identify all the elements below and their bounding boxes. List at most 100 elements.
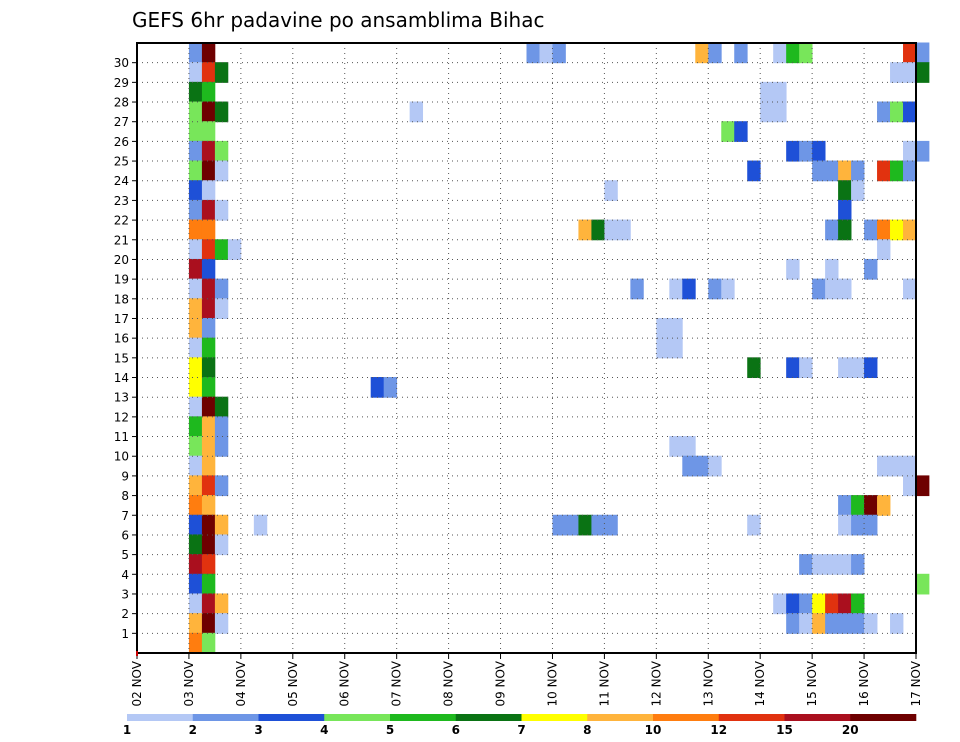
heatmap-cell: [214, 278, 229, 300]
colorbar-tick-label: 8: [583, 723, 591, 737]
heatmap-cell: [825, 554, 839, 575]
heatmap-cell: [201, 573, 216, 595]
heatmap-cell: [201, 101, 216, 123]
heatmap-cell: [188, 160, 203, 182]
heatmap-cell: [747, 160, 761, 182]
heatmap-cell: [682, 455, 696, 477]
heatmap-cell: [838, 357, 852, 379]
x-tick-label: 02 NOV: [130, 660, 144, 706]
heatmap-cell: [812, 554, 826, 575]
heatmap-cell: [838, 613, 852, 634]
heatmap-cell: [838, 514, 852, 536]
heatmap-cell: [201, 514, 216, 536]
heatmap-cell: [812, 593, 826, 615]
heatmap-cell: [760, 81, 774, 103]
heatmap-cell: [188, 495, 203, 516]
y-tick-label: 6: [121, 528, 129, 542]
heatmap-cell: [201, 396, 216, 418]
heatmap-cell: [214, 436, 229, 457]
heatmap-cell: [812, 160, 826, 182]
heatmap-cell: [695, 42, 709, 64]
colorbar-segment: [521, 714, 588, 721]
heatmap-cell: [851, 495, 865, 516]
heatmap-cell: [864, 613, 878, 634]
colorbar-segment: [192, 714, 259, 721]
heatmap-cell: [188, 317, 203, 339]
heatmap-cell: [799, 42, 813, 64]
colorbar-segment: [258, 714, 325, 721]
heatmap-cell: [214, 514, 229, 536]
heatmap-cell: [890, 613, 904, 634]
colorbar-segment: [784, 714, 851, 721]
heatmap-cell: [890, 160, 904, 182]
heatmap-cell: [201, 180, 216, 201]
heatmap-cell: [201, 416, 216, 438]
heatmap-cells: [188, 42, 930, 654]
colorbar-tick-label: 5: [386, 723, 394, 737]
heatmap-cell: [565, 514, 579, 536]
heatmap-cell: [864, 357, 878, 379]
heatmap-cell: [526, 42, 540, 64]
heatmap-cell: [851, 593, 865, 615]
heatmap-cell: [188, 554, 203, 575]
heatmap-cell: [214, 140, 229, 162]
x-tick-label: 08 NOV: [442, 660, 456, 706]
heatmap-cell: [188, 455, 203, 477]
y-tick-label: 22: [114, 214, 129, 228]
heatmap-cell: [708, 42, 722, 64]
heatmap-cell: [201, 219, 216, 241]
heatmap-cell: [851, 554, 865, 575]
heatmap-cell: [630, 278, 644, 300]
heatmap-cell: [799, 357, 813, 379]
heatmap-cell: [864, 258, 878, 280]
heatmap-cell: [552, 514, 566, 536]
heatmap-cell: [851, 357, 865, 379]
heatmap-cell: [773, 101, 787, 123]
colorbar: 1 2 3 4 5 6 7 8 10 12 15 20: [123, 714, 917, 737]
y-tick-label: 18: [114, 292, 129, 306]
y-tick-label: 24: [114, 174, 129, 188]
heatmap-cell: [877, 455, 891, 477]
heatmap-cell: [786, 613, 800, 634]
heatmap-cell: [890, 219, 904, 241]
heatmap-cell: [201, 258, 216, 280]
heatmap-cell: [851, 613, 865, 634]
y-tick-label: 4: [121, 568, 129, 582]
heatmap-cell: [253, 514, 268, 536]
heatmap-cell: [604, 180, 618, 201]
heatmap-cell: [201, 436, 216, 457]
heatmap-cell: [669, 436, 683, 457]
heatmap-cell: [188, 593, 203, 615]
heatmap-cell: [604, 219, 618, 241]
heatmap-cell: [201, 298, 216, 319]
heatmap-cell: [201, 377, 216, 398]
colorbar-segment: [455, 714, 522, 721]
heatmap-cell: [188, 436, 203, 457]
heatmap-cell: [669, 337, 683, 359]
x-tick-label: 16 NOV: [857, 660, 871, 706]
heatmap-cell: [214, 62, 229, 83]
heatmap-cell: [916, 140, 930, 162]
heatmap-cell: [903, 101, 917, 123]
heatmap-cell: [214, 239, 229, 260]
heatmap-cell: [227, 239, 242, 260]
y-tick-label: 5: [121, 548, 129, 562]
heatmap-cell: [656, 337, 670, 359]
origin-marker: [136, 651, 138, 656]
x-tick-label: 04 NOV: [234, 660, 248, 706]
y-tick-label: 30: [114, 56, 129, 70]
heatmap-cell: [734, 42, 748, 64]
heatmap-cell: [903, 160, 917, 182]
dotted-grid: [137, 43, 916, 653]
y-tick-label: 8: [121, 489, 129, 503]
x-tick-label: 03 NOV: [182, 660, 196, 706]
x-tick-label: 17 NOV: [909, 660, 923, 706]
heatmap-cell: [747, 514, 761, 536]
y-tick-label: 3: [121, 587, 129, 601]
heatmap-cell: [214, 475, 229, 497]
heatmap-cell: [201, 337, 216, 359]
heatmap-cell: [838, 180, 852, 201]
heatmap-cell: [838, 554, 852, 575]
x-tick-label: 10 NOV: [545, 660, 559, 706]
heatmap-cell: [214, 396, 229, 418]
